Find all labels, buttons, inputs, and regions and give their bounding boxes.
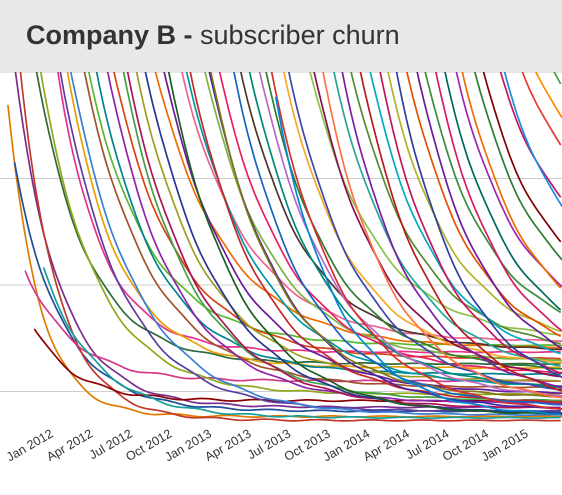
series-line bbox=[233, 72, 562, 406]
series-line bbox=[333, 72, 561, 367]
series-line bbox=[461, 72, 562, 289]
x-tick-label: Apr 2012 bbox=[44, 426, 95, 464]
x-tick-label: Apr 2013 bbox=[203, 426, 254, 464]
series-line bbox=[369, 72, 561, 355]
series-line bbox=[167, 72, 562, 416]
series-line bbox=[83, 72, 562, 389]
series-line bbox=[69, 72, 562, 417]
series-line bbox=[14, 72, 561, 409]
series-line bbox=[42, 267, 561, 420]
series-lines bbox=[7, 72, 562, 422]
series-line bbox=[387, 72, 561, 333]
series-line bbox=[274, 96, 561, 416]
series-line bbox=[553, 72, 562, 85]
series-line bbox=[482, 72, 562, 243]
series-line bbox=[444, 72, 562, 311]
series-line bbox=[424, 72, 562, 314]
series-line bbox=[503, 72, 562, 207]
chart-header: Company B - subscriber churn bbox=[0, 0, 562, 72]
series-line bbox=[265, 72, 562, 370]
series-line bbox=[19, 72, 561, 422]
series-line bbox=[33, 328, 562, 403]
series-line bbox=[270, 72, 562, 410]
series-line bbox=[521, 72, 562, 146]
company-name: Company B bbox=[26, 20, 177, 50]
chart-title: Company B - subscriber churn bbox=[26, 18, 400, 52]
series-line bbox=[359, 72, 562, 392]
series-line bbox=[258, 72, 562, 397]
series-line bbox=[144, 72, 562, 414]
series-line bbox=[163, 72, 562, 394]
series-line bbox=[239, 72, 562, 351]
series-line bbox=[282, 72, 562, 364]
series-line bbox=[499, 72, 562, 198]
series-line bbox=[350, 72, 561, 345]
title-separator: - bbox=[176, 20, 201, 50]
series-line bbox=[57, 72, 561, 354]
series-line bbox=[313, 72, 561, 378]
series-line bbox=[210, 72, 562, 398]
series-line bbox=[322, 72, 562, 399]
series-line bbox=[248, 72, 562, 388]
series-line bbox=[288, 72, 562, 391]
series-line bbox=[395, 72, 562, 379]
series-line bbox=[434, 72, 562, 332]
series-line bbox=[473, 72, 562, 261]
series-line bbox=[406, 72, 562, 337]
series-line bbox=[416, 72, 562, 350]
series-line bbox=[534, 72, 562, 119]
x-tick-label: Apr 2014 bbox=[361, 426, 412, 464]
chart-subtitle: subscriber churn bbox=[200, 20, 400, 50]
